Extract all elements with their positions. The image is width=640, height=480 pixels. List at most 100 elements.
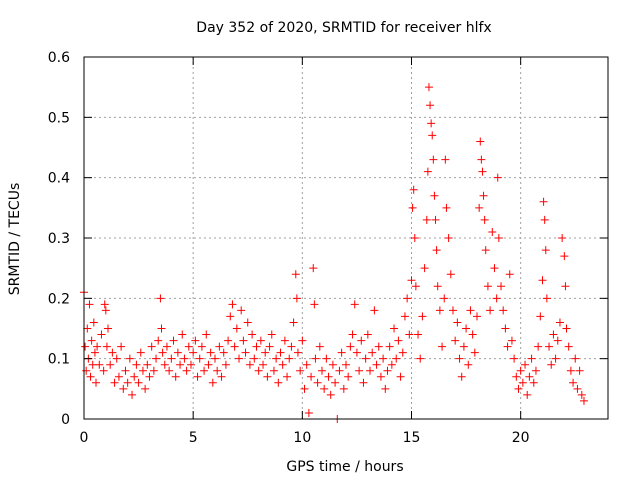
data-point bbox=[230, 342, 239, 351]
data-point bbox=[438, 342, 447, 351]
data-point bbox=[423, 167, 432, 176]
y-axis-title: SRMTID / TECUs bbox=[7, 183, 23, 296]
data-point bbox=[442, 203, 451, 212]
data-point bbox=[130, 372, 139, 381]
data-point bbox=[136, 348, 145, 357]
data-point bbox=[431, 215, 440, 224]
data-point bbox=[352, 348, 361, 357]
data-point bbox=[555, 318, 564, 327]
data-point bbox=[410, 234, 419, 242]
data-point bbox=[93, 342, 102, 351]
data-point bbox=[219, 348, 228, 357]
data-point bbox=[392, 354, 401, 363]
data-point bbox=[480, 215, 489, 224]
data-point bbox=[569, 378, 578, 387]
data-point bbox=[430, 191, 439, 200]
data-point bbox=[165, 366, 174, 375]
data-point bbox=[326, 390, 335, 399]
data-point bbox=[561, 282, 570, 291]
data-point bbox=[254, 366, 263, 375]
data-point bbox=[89, 318, 98, 327]
data-point bbox=[173, 348, 182, 357]
data-point bbox=[481, 246, 490, 255]
data-point bbox=[204, 360, 213, 369]
data-point bbox=[573, 384, 582, 393]
data-point bbox=[560, 252, 569, 261]
data-point bbox=[274, 378, 283, 387]
data-point bbox=[359, 378, 368, 387]
data-point bbox=[551, 354, 560, 363]
data-point bbox=[232, 324, 241, 333]
data-point bbox=[529, 378, 538, 387]
data-point bbox=[429, 155, 438, 164]
data-point bbox=[85, 300, 94, 309]
data-point bbox=[486, 306, 495, 315]
data-point bbox=[342, 360, 350, 369]
data-point bbox=[337, 348, 346, 357]
data-point bbox=[283, 372, 292, 381]
data-point bbox=[296, 366, 305, 375]
data-point bbox=[186, 360, 195, 369]
data-point bbox=[490, 264, 499, 273]
data-point bbox=[411, 282, 420, 291]
data-point bbox=[475, 203, 484, 212]
data-point bbox=[162, 342, 171, 351]
data-point bbox=[470, 348, 479, 357]
data-point bbox=[211, 354, 219, 363]
data-point bbox=[494, 234, 503, 242]
data-point bbox=[516, 366, 525, 375]
data-point bbox=[293, 348, 302, 357]
axis-ticks: 0 0.1 0.2 0.3 0.4 0.5 0.6 0 5 10 15 20 bbox=[48, 50, 608, 446]
data-point bbox=[310, 300, 319, 309]
data-point bbox=[444, 234, 453, 242]
data-point bbox=[366, 366, 375, 375]
data-point bbox=[476, 137, 485, 146]
data-point bbox=[468, 330, 477, 339]
data-point bbox=[396, 372, 405, 381]
data-point bbox=[427, 119, 436, 128]
data-point bbox=[154, 336, 163, 345]
data-point bbox=[344, 372, 353, 381]
data-point bbox=[453, 318, 462, 327]
data-point bbox=[307, 372, 316, 381]
data-point bbox=[357, 336, 366, 345]
data-point bbox=[189, 348, 198, 357]
data-point bbox=[245, 360, 254, 369]
y-tick-label: 0.2 bbox=[48, 291, 70, 307]
data-points bbox=[80, 83, 588, 423]
data-point bbox=[180, 354, 189, 363]
data-point bbox=[527, 354, 536, 363]
data-point bbox=[363, 330, 372, 339]
data-point bbox=[403, 294, 412, 303]
data-point bbox=[478, 167, 487, 176]
data-point bbox=[441, 155, 450, 164]
data-point bbox=[195, 354, 204, 363]
y-tick-label: 0.3 bbox=[48, 231, 70, 247]
data-point bbox=[292, 294, 301, 303]
y-tick-label: 0.4 bbox=[48, 171, 70, 187]
data-point bbox=[267, 330, 276, 339]
data-point bbox=[335, 366, 344, 375]
grid bbox=[84, 57, 608, 419]
data-point bbox=[348, 330, 357, 339]
data-point bbox=[125, 354, 134, 363]
data-point bbox=[92, 378, 101, 387]
data-point bbox=[147, 342, 156, 351]
x-tick-label: 20 bbox=[512, 430, 530, 446]
data-point bbox=[493, 173, 502, 182]
data-point bbox=[566, 366, 575, 375]
data-point bbox=[387, 360, 396, 369]
data-point bbox=[100, 300, 109, 309]
data-point bbox=[90, 348, 99, 357]
data-point bbox=[158, 348, 167, 357]
data-point bbox=[317, 366, 326, 375]
data-point bbox=[488, 227, 497, 236]
data-point bbox=[276, 348, 285, 357]
data-point bbox=[143, 360, 152, 369]
data-point bbox=[379, 354, 388, 363]
data-point bbox=[193, 372, 202, 381]
data-point bbox=[350, 300, 359, 309]
data-point bbox=[117, 342, 126, 351]
data-point bbox=[464, 360, 473, 369]
data-point bbox=[215, 342, 224, 351]
